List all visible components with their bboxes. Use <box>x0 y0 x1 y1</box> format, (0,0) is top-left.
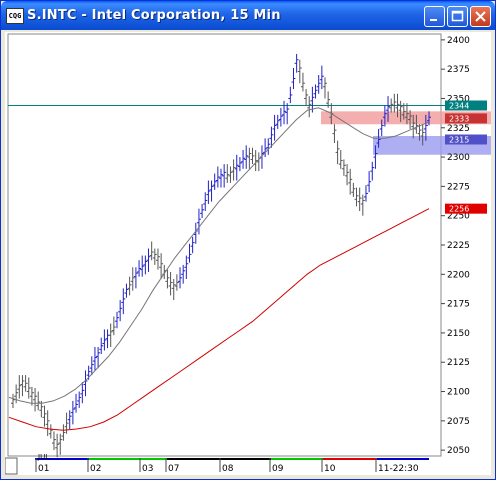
y-tick-label: 2175 <box>447 300 470 310</box>
date-strip-segment <box>35 458 89 460</box>
y-tick-label: 2125 <box>447 358 470 368</box>
date-strip-segment <box>141 458 167 460</box>
title-bar[interactable]: CQG S.INTC - Intel Corporation, 15 Min <box>1 1 495 30</box>
date-strip-segment <box>167 458 221 460</box>
price-label-box <box>445 113 487 124</box>
y-tick-label: 2100 <box>447 388 470 398</box>
y-tick-label: 2225 <box>447 241 470 251</box>
y-tick-label: 2250 <box>447 212 470 222</box>
cqg-app-icon[interactable]: CQG <box>6 8 24 24</box>
date-strip-segment <box>271 458 323 460</box>
price-label: 2333 <box>449 114 469 123</box>
x-tick-label: 01 <box>38 464 49 474</box>
window-title: S.INTC - Intel Corporation, 15 Min <box>27 8 281 23</box>
date-strip-segment <box>377 458 429 460</box>
close-icon <box>475 11 486 22</box>
close-button[interactable] <box>470 6 491 27</box>
y-tick-label: 2075 <box>447 417 470 427</box>
price-chart[interactable]: 2050 2075 2100 2125 2150 2175 2200 2225 2250 2275… <box>5 32 491 475</box>
y-tick-label: 2275 <box>447 182 470 192</box>
price-label: 2315 <box>449 136 469 145</box>
date-strip-segment <box>221 458 271 460</box>
y-tick-label: 2150 <box>447 329 470 339</box>
date-strip-segment <box>323 458 377 460</box>
x-tick-label: 07 <box>168 464 179 474</box>
price-label: 2344 <box>449 102 469 111</box>
y-tick-label: 2375 <box>447 65 470 75</box>
y-tick-label: 2300 <box>447 153 470 163</box>
x-tick-label: 08 <box>222 464 234 474</box>
price-label-box <box>445 203 487 214</box>
x-tick-label: 02 <box>90 464 101 474</box>
y-tick-label: 2350 <box>447 94 470 104</box>
x-tick-label: 11-22:30 <box>378 464 419 474</box>
date-strip-segment <box>89 458 141 460</box>
x-tick-label: 10 <box>324 464 336 474</box>
y-tick-label: 2325 <box>447 124 470 134</box>
moving-average-long <box>8 208 430 431</box>
x-tick-label: 09 <box>272 464 284 474</box>
x-month-label: JUL <box>37 453 49 461</box>
price-label-box <box>445 100 487 111</box>
y-tick-label: 2200 <box>447 270 470 280</box>
minimize-button[interactable] <box>424 6 445 27</box>
x-tick-label: 03 <box>142 464 153 474</box>
maximize-button[interactable] <box>447 6 468 27</box>
moving-average-short <box>8 107 430 404</box>
scroll-handle[interactable] <box>5 457 18 475</box>
plot-frame <box>7 33 442 457</box>
maximize-icon <box>451 10 464 22</box>
price-label: 2256 <box>449 205 469 214</box>
y-tick-label: 2400 <box>447 36 470 46</box>
minimize-icon <box>430 19 437 21</box>
chart-area[interactable]: 2050 2075 2100 2125 2150 2175 2200 2225 2250 2275… <box>5 32 491 475</box>
price-label-box <box>445 134 487 145</box>
y-tick-label: 2050 <box>447 446 470 456</box>
